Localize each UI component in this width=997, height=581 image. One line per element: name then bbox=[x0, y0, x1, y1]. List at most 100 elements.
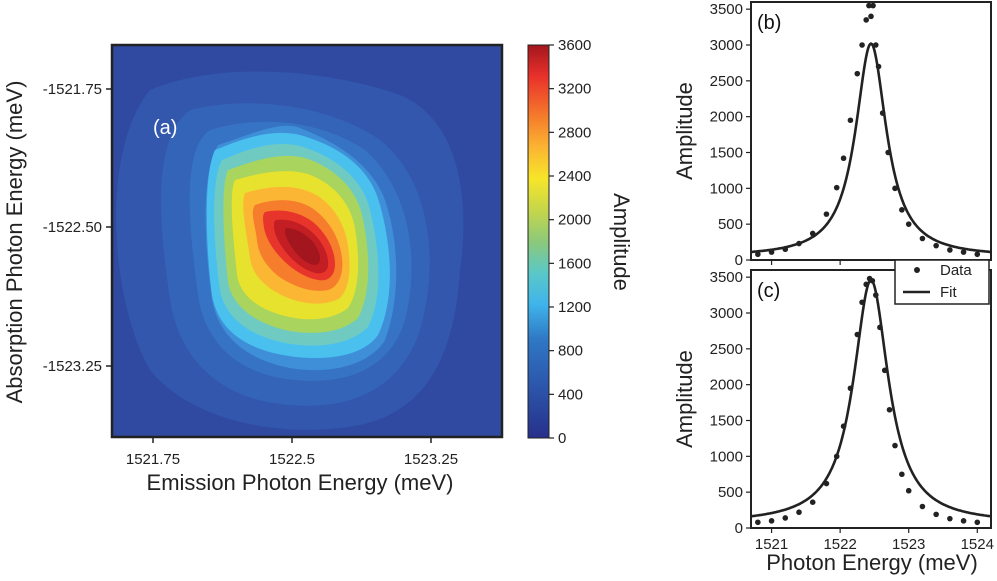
data-point bbox=[960, 249, 967, 255]
data-point bbox=[947, 515, 953, 522]
x-tick-label: 1522 bbox=[823, 536, 856, 553]
data-point bbox=[974, 519, 981, 526]
y-tick-label: 3500 bbox=[710, 1, 743, 18]
panel-c-frame bbox=[750, 269, 992, 529]
data-point bbox=[905, 221, 912, 227]
data-point bbox=[899, 471, 905, 478]
panel-b-plot-area bbox=[751, 2, 991, 258]
y-tick-label: -1521.75 bbox=[43, 81, 102, 98]
x-tick-label: 1522.5 bbox=[269, 451, 315, 468]
y-tick-label: 500 bbox=[718, 484, 743, 501]
data-point bbox=[782, 515, 789, 521]
heatmap-x-axis-label: Emission Photon Energy (meV) bbox=[147, 470, 454, 495]
data-point bbox=[863, 17, 869, 23]
data-point bbox=[755, 251, 761, 258]
legend: Data Fit bbox=[894, 259, 990, 305]
data-point bbox=[885, 149, 891, 156]
colorbar-gradient bbox=[527, 44, 550, 439]
y-tick-label: 0 bbox=[735, 252, 743, 269]
y-tick-label: 1000 bbox=[710, 448, 743, 465]
data-point bbox=[859, 299, 865, 306]
x-tick-label: 1521 bbox=[755, 536, 788, 553]
data-point bbox=[933, 242, 939, 249]
colorbar: 3600 3200 2800 2400 2000 1600 1200 800 400 0 Ampl… bbox=[527, 37, 634, 447]
data-point bbox=[847, 117, 854, 124]
panel-b-y-axis-label: Amplitude bbox=[672, 82, 697, 180]
data-point bbox=[877, 324, 883, 331]
y-tick-label: -1523.25 bbox=[43, 358, 102, 375]
data-point bbox=[873, 42, 879, 48]
data-point bbox=[905, 487, 912, 494]
y-tick-label: 3500 bbox=[710, 269, 743, 286]
data-point bbox=[869, 277, 876, 284]
colorbar-tick-label: 3600 bbox=[558, 37, 591, 54]
heatmap-y-ticks: -1521.75 -1522.50 -1523.25 bbox=[43, 81, 112, 375]
x-tick-label: 1523.25 bbox=[404, 451, 458, 468]
y-tick-label: 2000 bbox=[710, 109, 743, 126]
data-point bbox=[796, 509, 802, 516]
panel-c-y-axis-label: Amplitude bbox=[672, 350, 697, 448]
y-tick-label: 1500 bbox=[710, 145, 743, 162]
data-point bbox=[796, 240, 802, 247]
data-point bbox=[859, 42, 865, 48]
colorbar-tick-label: 3200 bbox=[558, 81, 591, 98]
data-point bbox=[840, 423, 847, 430]
colorbar-tick-label: 400 bbox=[558, 386, 583, 403]
panel-c-y-ticks: 3500 3000 2500 2000 1500 1000 500 0 bbox=[710, 269, 751, 537]
data-point bbox=[809, 499, 816, 506]
data-point bbox=[933, 511, 939, 518]
data-point bbox=[881, 367, 888, 374]
data-point bbox=[919, 235, 926, 242]
colorbar-label: Amplitude bbox=[609, 193, 634, 291]
data-point bbox=[892, 442, 898, 449]
panel-c-x-ticks: 1521 1522 1523 1524 bbox=[755, 528, 994, 553]
y-tick-label: 3000 bbox=[710, 37, 743, 54]
x-tick-label: 1523 bbox=[892, 536, 925, 553]
heatmap-frame bbox=[110, 43, 504, 439]
data-point bbox=[868, 13, 874, 20]
data-point bbox=[768, 249, 775, 255]
colorbar-ticks: 3600 3200 2800 2400 2000 1600 1200 800 400 0 bbox=[549, 37, 591, 447]
data-point bbox=[782, 246, 789, 253]
colorbar-tick-label: 2000 bbox=[558, 212, 591, 229]
legend-data-marker bbox=[914, 267, 920, 273]
panel-b-label: (b) bbox=[757, 12, 781, 34]
legend-data-label: Data bbox=[940, 262, 972, 279]
data-point bbox=[833, 453, 840, 460]
contour-level-13 bbox=[285, 228, 321, 265]
data-point bbox=[863, 281, 869, 288]
data-point bbox=[823, 480, 830, 487]
data-point bbox=[755, 519, 761, 526]
panel-b-y-ticks: 3500 3000 2500 2000 1500 1000 500 0 bbox=[710, 1, 751, 269]
data-point bbox=[854, 331, 861, 338]
colorbar-tick-label: 2800 bbox=[558, 124, 591, 141]
data-point bbox=[947, 247, 953, 253]
y-tick-label: 3000 bbox=[710, 305, 743, 322]
colorbar-tick-label: 0 bbox=[558, 430, 566, 447]
heatmap-panel: (a) 1521.75 1522.5 1523.25 -1521.75 -152… bbox=[2, 43, 504, 495]
y-tick-label: 1500 bbox=[710, 413, 743, 430]
colorbar-tick-label: 2400 bbox=[558, 168, 591, 185]
data-point bbox=[768, 518, 775, 524]
fit-curve bbox=[751, 278, 991, 518]
heatmap-contours bbox=[116, 71, 464, 430]
panel-b: 3500 3000 2500 2000 1500 1000 500 0 (b) Amplitu… bbox=[672, 1, 992, 269]
legend-box bbox=[894, 259, 990, 305]
data-point bbox=[879, 110, 886, 116]
y-tick-label: 2500 bbox=[710, 73, 743, 90]
data-point bbox=[974, 251, 981, 258]
y-tick-label: 2500 bbox=[710, 341, 743, 358]
panel-b-frame bbox=[750, 1, 992, 261]
heatmap-y-axis-label: Absorption Photon Energy (meV) bbox=[2, 81, 27, 404]
data-point bbox=[886, 406, 893, 413]
x-tick-label: 1521.75 bbox=[126, 451, 180, 468]
data-point bbox=[833, 184, 840, 191]
data-point bbox=[873, 292, 879, 298]
fit-curve bbox=[751, 42, 991, 254]
panel-c-label: (c) bbox=[757, 280, 780, 302]
y-tick-label: 2000 bbox=[710, 377, 743, 394]
x-tick-label: 1524 bbox=[961, 536, 994, 553]
panel-a-label: (a) bbox=[153, 117, 177, 139]
